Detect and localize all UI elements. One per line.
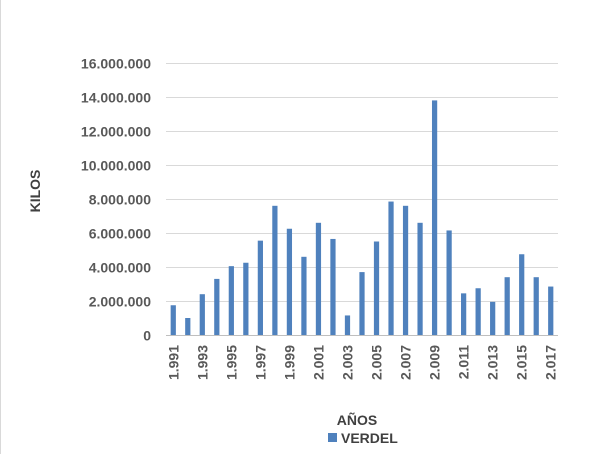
bar-2.010 xyxy=(446,230,452,335)
bar-1.999 xyxy=(286,228,293,335)
gridlines xyxy=(166,63,558,302)
legend: VERDEL xyxy=(328,430,398,446)
x-tick-label: 1.997 xyxy=(252,345,268,380)
y-tick-label: 4.000.000 xyxy=(89,260,151,276)
bar-1.997 xyxy=(257,240,263,335)
x-tick-label: 1.999 xyxy=(281,345,297,380)
x-axis-title: AÑOS xyxy=(337,411,377,428)
y-tick-label: 8.000.000 xyxy=(89,192,151,208)
bar-2.014 xyxy=(504,277,510,335)
bar-1.996 xyxy=(243,262,249,335)
x-tick-label: 2.007 xyxy=(398,345,414,380)
y-tick-label: 14.000.000 xyxy=(81,90,151,106)
bar-2.003 xyxy=(344,315,351,335)
y-tick-label: 16.000.000 xyxy=(81,56,151,72)
bar-2.000 xyxy=(301,256,307,335)
y-axis-title: KILOS xyxy=(27,170,43,213)
bar-2.006 xyxy=(388,201,394,335)
x-tick-label: 2.015 xyxy=(514,345,530,380)
legend-swatch xyxy=(328,433,337,442)
x-tick-label: 2.001 xyxy=(310,345,326,380)
bar-2.005 xyxy=(373,241,380,335)
x-tick-label: 2.017 xyxy=(543,345,559,380)
x-tick-label: 1.993 xyxy=(194,345,210,380)
bar-2.004 xyxy=(359,272,365,335)
bar-2.009 xyxy=(431,100,438,336)
bar-2.016 xyxy=(533,277,539,335)
y-tick-label: 6.000.000 xyxy=(89,226,151,242)
y-axis-ticks: 0 2.000.000 4.000.000 6.000.000 8.000.000 10.… xyxy=(81,56,151,344)
bar-1.993 xyxy=(199,294,205,335)
bar-1.998 xyxy=(272,205,278,335)
y-tick-label: 10.000.000 xyxy=(81,158,151,174)
bar-2.001 xyxy=(315,222,322,335)
bar-2.012 xyxy=(475,288,481,335)
y-tick-label: 0 xyxy=(143,328,151,344)
y-tick-label: 12.000.000 xyxy=(81,124,151,140)
bar-series xyxy=(170,100,554,336)
x-tick-label: 1.991 xyxy=(165,345,181,380)
x-tick-label: 2.013 xyxy=(485,345,501,380)
x-tick-label: 2.011 xyxy=(456,345,472,379)
bar-2.015 xyxy=(519,254,525,335)
y-tick-label: 2.000.000 xyxy=(89,294,151,310)
x-axis-ticks: 1.991 1.993 1.995 1.997 1.999 2.001 2.003 2.005… xyxy=(165,345,558,380)
bar-2.013 xyxy=(490,301,496,335)
bar-2.007 xyxy=(402,205,409,335)
bar-1.995 xyxy=(228,266,234,335)
x-tick-label: 2.005 xyxy=(369,345,385,380)
bar-2.011 xyxy=(461,293,467,335)
bar-2.008 xyxy=(417,222,423,335)
bar-2.002 xyxy=(330,238,336,335)
bar-1.992 xyxy=(185,318,191,335)
bar-1.994 xyxy=(214,278,220,335)
bar-1.991 xyxy=(170,305,176,335)
legend-label: VERDEL xyxy=(341,430,398,446)
bar-2.017 xyxy=(548,286,554,335)
x-tick-label: 2.003 xyxy=(339,345,355,380)
x-tick-label: 1.995 xyxy=(223,345,239,380)
x-tick-label: 2.009 xyxy=(427,345,443,380)
